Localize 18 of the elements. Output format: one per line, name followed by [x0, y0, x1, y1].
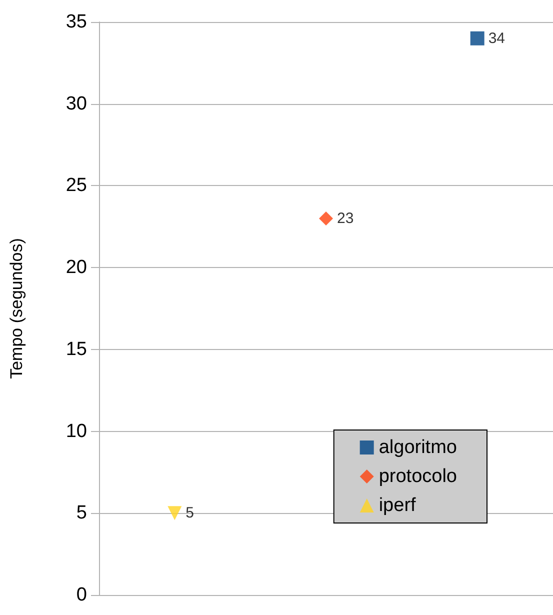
point: [470, 31, 484, 46]
data-label: 23: [337, 210, 354, 227]
point: [168, 506, 182, 520]
y-tick-label: 35: [66, 12, 87, 32]
legend-label: protocolo: [378, 466, 458, 487]
y-axis-title: Tempo (segundos): [7, 238, 26, 379]
legend-label: algoritmo: [378, 437, 457, 458]
y-tick-label: 15: [66, 338, 87, 360]
y-tick-label: 0: [76, 584, 87, 606]
y-tick-label: 25: [66, 175, 87, 196]
y-tick-label: 20: [66, 257, 87, 278]
point: [319, 211, 333, 226]
data-label: 34: [488, 30, 506, 47]
data-label: 5: [186, 504, 194, 522]
y-tick-label: 30: [66, 93, 87, 114]
y-tick-label: 5: [76, 502, 87, 524]
y-tick-label: 10: [66, 420, 87, 442]
legend-label: iperf: [378, 495, 417, 516]
